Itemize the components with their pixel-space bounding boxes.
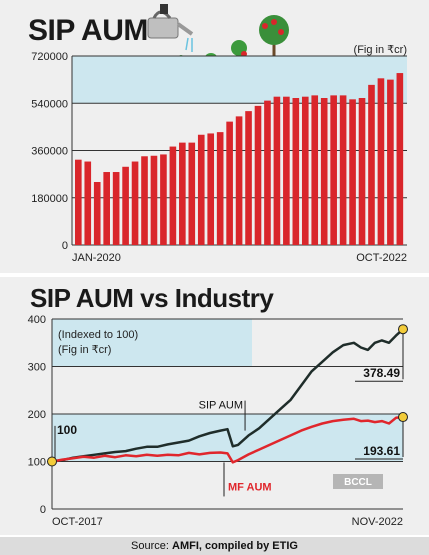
sip-vs-industry-line-chart: (Indexed to 100) (Fig in ₹cr) 0 100 200 300 40… bbox=[28, 314, 408, 528]
bar bbox=[216, 132, 224, 245]
y-tick-label: 0 bbox=[40, 504, 46, 516]
x-start-label: JAN-2020 bbox=[72, 252, 121, 264]
bar bbox=[235, 116, 243, 245]
y-tick-label: 540000 bbox=[31, 98, 68, 110]
bar bbox=[160, 154, 167, 245]
y-tick-label: 100 bbox=[28, 457, 46, 469]
mf-aum-series-label: MF AUM bbox=[228, 481, 272, 493]
source-prefix: Source: bbox=[131, 540, 169, 552]
end-marker bbox=[398, 324, 408, 335]
start-marker bbox=[47, 456, 57, 467]
source-text: AMFI, compiled by ETIG bbox=[172, 540, 298, 552]
bar bbox=[131, 161, 139, 245]
bar bbox=[197, 134, 205, 245]
x-end-label: OCT-2022 bbox=[356, 252, 407, 264]
bccl-badge bbox=[333, 474, 383, 489]
x-start-label: OCT-2017 bbox=[52, 516, 103, 528]
indexed-note: (Indexed to 100) bbox=[58, 329, 138, 341]
sip-vs-industry-panel: SIP AUM vs Industry (Indexed to 100) (Fig… bbox=[0, 277, 429, 535]
bar bbox=[292, 98, 300, 245]
bar bbox=[103, 172, 110, 245]
y-tick-label: 0 bbox=[62, 240, 68, 252]
bar bbox=[254, 105, 262, 245]
bar bbox=[377, 78, 385, 245]
sip-aum-panel: SIP AUM (Fig in ₹cr) bbox=[0, 0, 429, 273]
bar bbox=[122, 166, 129, 245]
end-marker bbox=[398, 412, 408, 423]
bar bbox=[396, 73, 404, 245]
start-label: 100 bbox=[57, 423, 77, 437]
bar bbox=[283, 96, 290, 245]
end-value-label: 193.61 bbox=[363, 444, 400, 458]
x-end-label: NOV-2022 bbox=[352, 516, 403, 528]
bar bbox=[169, 146, 177, 245]
y-tick-label: 180000 bbox=[31, 193, 68, 205]
bar bbox=[273, 96, 281, 245]
y-tick-label: 300 bbox=[28, 362, 46, 374]
bar bbox=[358, 98, 366, 245]
bar bbox=[339, 95, 347, 245]
sip-aum-line bbox=[51, 328, 404, 463]
bar bbox=[207, 133, 215, 245]
bar bbox=[320, 98, 328, 245]
note-band bbox=[52, 319, 252, 367]
y-tick-label: 200 bbox=[28, 409, 46, 421]
bar bbox=[150, 155, 158, 245]
y-tick-label: 720000 bbox=[31, 51, 68, 63]
y-tick-label: 360000 bbox=[31, 146, 68, 158]
watering-can-icon bbox=[147, 4, 194, 52]
shaded-band bbox=[72, 56, 407, 104]
sip-aum-series-label: SIP AUM bbox=[199, 400, 243, 412]
bar bbox=[311, 95, 319, 245]
chart-title-sip-aum: SIP AUM bbox=[28, 14, 148, 47]
bar bbox=[188, 142, 196, 245]
bar bbox=[330, 95, 337, 245]
bar bbox=[93, 182, 101, 245]
bar bbox=[112, 172, 120, 245]
bar bbox=[84, 161, 92, 245]
sip-aum-bar-chart: 0 180000 360000 540000 720000 JAN-2020 OCT-202… bbox=[31, 51, 407, 264]
end-value-label: 378.49 bbox=[363, 366, 400, 380]
bar bbox=[387, 79, 394, 245]
bar bbox=[264, 100, 271, 245]
bar bbox=[75, 159, 82, 245]
unit-note: (Fig in ₹cr) bbox=[353, 44, 407, 56]
bar bbox=[141, 156, 148, 245]
bar bbox=[301, 96, 309, 245]
bar bbox=[226, 121, 233, 245]
y-tick-label: 400 bbox=[28, 314, 46, 326]
chart-title-sip-vs-industry: SIP AUM vs Industry bbox=[30, 283, 274, 313]
bar bbox=[245, 111, 252, 245]
bar bbox=[179, 142, 186, 245]
fig-note: (Fig in ₹cr) bbox=[58, 344, 111, 356]
bar bbox=[368, 84, 375, 245]
source-footer: Source: AMFI, compiled by ETIG bbox=[0, 537, 429, 555]
mf-aum-line bbox=[51, 415, 404, 464]
bccl-badge-text: BCCL bbox=[344, 477, 372, 488]
bar bbox=[349, 99, 356, 245]
